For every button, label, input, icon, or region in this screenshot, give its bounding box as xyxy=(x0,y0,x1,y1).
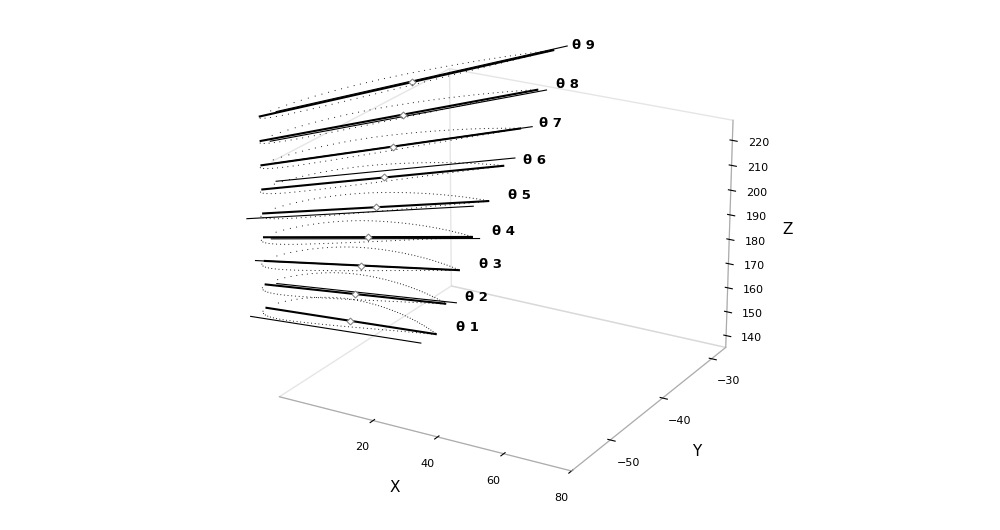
X-axis label: X: X xyxy=(389,480,400,495)
Y-axis label: Y: Y xyxy=(692,444,701,459)
